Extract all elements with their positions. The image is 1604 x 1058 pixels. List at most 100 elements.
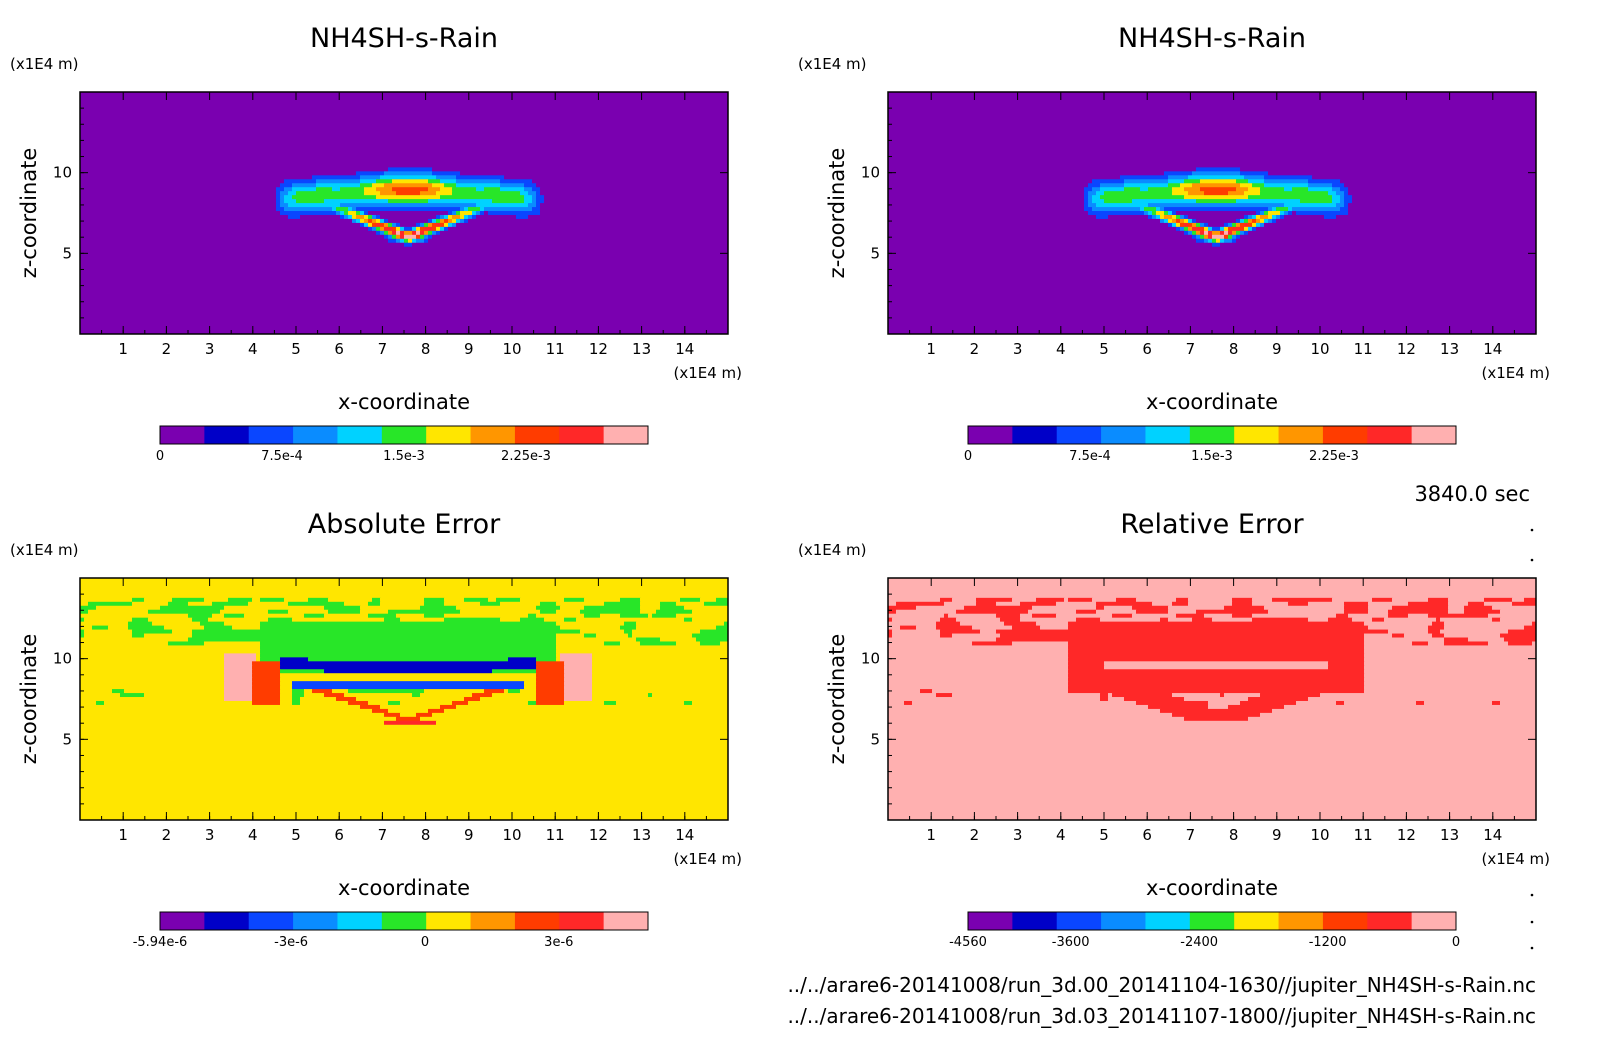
field-cell (536, 677, 565, 682)
field-cell (1248, 195, 1333, 200)
field-cell (560, 625, 621, 631)
colorbar-tick-label: 1.5e-3 (1191, 449, 1233, 464)
field-cell (580, 609, 641, 615)
colorbar-swatch (381, 912, 427, 930)
field-cell (1268, 207, 1273, 212)
colorbar-swatch (514, 912, 560, 930)
field-cell (1172, 187, 1185, 192)
field-cell (400, 238, 405, 244)
field-cell (1252, 613, 1337, 619)
field-cell (564, 685, 593, 690)
field-cell (224, 693, 253, 698)
field-cell (1192, 171, 1241, 176)
field-cell (1036, 621, 1069, 627)
field-cell (1120, 175, 1169, 180)
field-cell (1448, 601, 1469, 607)
field-cell (888, 266, 1536, 272)
field-cell (1192, 617, 1213, 623)
x-tick-label: 4 (248, 340, 258, 358)
field-cell (1532, 621, 1536, 627)
field-cell (252, 681, 281, 686)
field-cell (888, 107, 1536, 113)
field-cell (452, 700, 469, 706)
field-cell (80, 92, 728, 97)
x-tick-label: 13 (1440, 340, 1459, 358)
field-cell (492, 693, 537, 698)
field-cell (352, 214, 357, 220)
field-cell (888, 258, 1536, 264)
field-cell (1408, 601, 1449, 607)
field-cell (80, 195, 277, 200)
field-cell (592, 677, 728, 682)
field-cell (80, 238, 389, 244)
field-cell (480, 207, 485, 212)
field-cell (692, 700, 728, 706)
field-cell (1264, 211, 1269, 216)
field-cell (316, 187, 333, 192)
field-cell (80, 681, 225, 686)
field-cell (888, 326, 1536, 331)
field-cell (420, 230, 425, 236)
field-cell (1208, 222, 1225, 228)
field-cell (892, 629, 941, 635)
field-cell (1244, 214, 1249, 220)
field-cell (356, 218, 361, 224)
field-cell (124, 689, 225, 694)
field-cell (1252, 617, 1309, 623)
field-cell (1136, 597, 1177, 603)
field-cell (476, 203, 529, 208)
field-cell (620, 597, 641, 603)
field-cell (132, 633, 145, 639)
field-cell (1132, 613, 1177, 619)
field-cell (1348, 211, 1536, 216)
colorbar-swatch (248, 912, 294, 930)
field-cell (1240, 167, 1536, 172)
colorbar-swatch (1322, 426, 1368, 444)
field-cell (416, 234, 421, 240)
field-cell (556, 653, 561, 658)
colorbar-swatch (1145, 426, 1191, 444)
field-cell (468, 207, 481, 212)
field-cell (80, 700, 97, 706)
field-cell (1344, 191, 1349, 196)
field-cell (888, 760, 1536, 766)
field-cell (448, 222, 453, 228)
field-cell (412, 693, 421, 698)
field-cell (284, 179, 317, 184)
field-cell (1056, 613, 1113, 619)
field-cell (1388, 609, 1449, 615)
field-cell (336, 211, 341, 216)
field-cell (1108, 697, 1125, 702)
field-cell (284, 597, 309, 603)
field-cell (460, 211, 473, 216)
field-cell (1068, 625, 1369, 631)
field-cell (1264, 605, 1345, 611)
x-tick-label: 12 (589, 340, 608, 358)
field-cell (1288, 601, 1309, 607)
colorbar-swatch (1056, 912, 1102, 930)
field-cell (540, 207, 728, 212)
x-tick-label: 9 (464, 826, 474, 844)
field-cell (888, 796, 1536, 801)
field-cell (376, 218, 381, 224)
field-cell (80, 609, 89, 615)
field-cell (888, 724, 1536, 730)
field-cell (1108, 214, 1149, 220)
field-cell (888, 119, 1536, 125)
field-cell (80, 254, 728, 260)
field-cell (592, 693, 649, 698)
field-cell (252, 661, 281, 666)
field-cell (388, 222, 393, 228)
field-cell (1092, 179, 1125, 184)
field-cell (324, 613, 369, 619)
field-cell (1180, 226, 1185, 232)
field-cell (80, 593, 728, 599)
field-cell (640, 597, 681, 603)
field-cell (1352, 199, 1536, 204)
colorbar-tick-label: -4560 (949, 935, 987, 950)
field-cell (1096, 605, 1105, 611)
field-cell (1172, 191, 1189, 196)
field-cell (276, 207, 285, 212)
field-cell (888, 617, 893, 623)
field-cell (480, 211, 485, 216)
